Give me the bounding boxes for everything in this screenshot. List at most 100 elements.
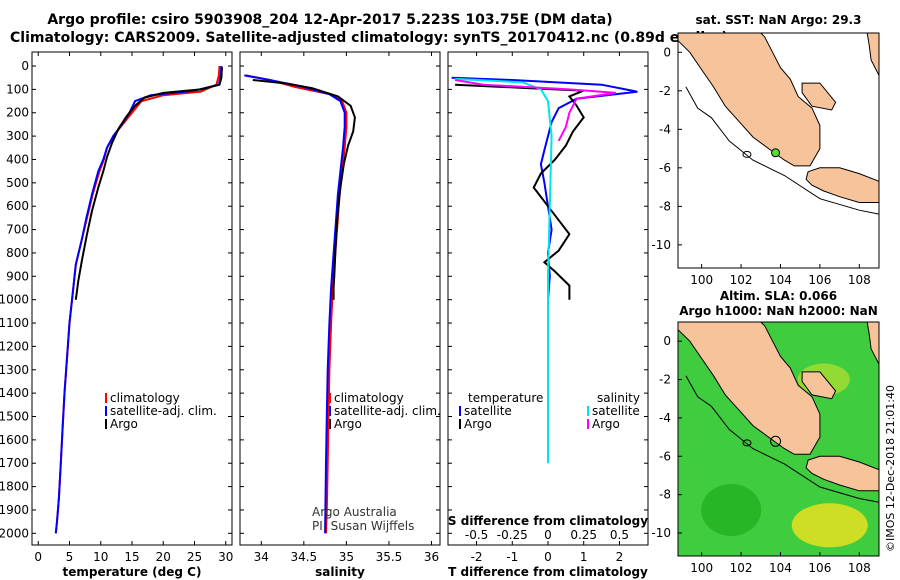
island-enggano — [742, 439, 752, 447]
x-tick-label: 34.5 — [290, 550, 317, 564]
x-axis-label: T difference from climatology — [448, 565, 648, 579]
java-land — [805, 455, 880, 492]
chart-title-line1: Argo profile: csiro 5903908_204 12-Apr-2… — [47, 12, 613, 28]
depth-tick-label: 600 — [6, 199, 29, 213]
depth-tick-label: 800 — [6, 246, 29, 260]
series-line-argo — [74, 67, 223, 300]
depth-tick-label: 1900 — [0, 503, 29, 517]
legend-diff-temp-label: satellite — [464, 404, 512, 418]
depth-tick-label: 700 — [6, 223, 29, 237]
map-y-tick-label: -6 — [659, 449, 671, 463]
x-tick-label: 0 — [34, 550, 42, 564]
legend-diff-temp-title: temperature — [468, 391, 543, 405]
depth-tick-label: 300 — [6, 129, 29, 143]
credit-line1: Argo Australia — [312, 505, 397, 519]
map-y-tick-label: -10 — [651, 526, 671, 540]
legend-sal-label: satellite-adj. clim. — [334, 404, 441, 418]
x-tick-label: 15 — [124, 550, 139, 564]
map-x-tick-label: 108 — [848, 561, 871, 575]
x-tick-label: 34 — [254, 550, 269, 564]
series-line-climatology — [245, 74, 348, 534]
sumatra-land — [677, 32, 821, 167]
x2-tick-label: -0.5 — [465, 528, 488, 542]
map-x-tick-label: 106 — [808, 561, 831, 575]
legend-temp-label: satellite-adj. clim. — [110, 404, 217, 418]
panel-frame-temperature — [31, 51, 233, 546]
map-y-tick-label: -2 — [659, 373, 671, 387]
x-tick-label: 2 — [616, 550, 624, 564]
series-line-salinity-satellite — [455, 77, 553, 464]
map-y-tick-label: -6 — [659, 161, 671, 175]
map-y-tick-label: 0 — [663, 334, 671, 348]
map-y-tick-label: -4 — [659, 122, 671, 136]
legend-diff-sal-label: satellite — [592, 404, 640, 418]
x-tick-label: 36 — [424, 550, 439, 564]
series-line-temperature-argo — [455, 83, 585, 300]
x-tick-label: 0 — [544, 550, 552, 564]
x-tick-label: 10 — [93, 550, 108, 564]
map-frame-1 — [677, 321, 880, 557]
x2-tick-label: -0.25 — [497, 528, 528, 542]
credit-line2: PI: Susan Wijffels — [312, 519, 414, 533]
map-y-tick-label: -2 — [659, 84, 671, 98]
map-y-tick-label: -8 — [659, 199, 671, 213]
map-y-tick-label: -10 — [651, 238, 671, 252]
depth-tick-label: 0 — [21, 59, 29, 73]
legend-diff-sal-title: salinity — [597, 391, 640, 405]
x-tick-label: -1 — [506, 550, 518, 564]
map-x-tick-label: 104 — [769, 273, 792, 287]
depth-tick-label: 1700 — [0, 456, 29, 470]
depth-tick-label: 1400 — [0, 386, 29, 400]
legend-sal-label: climatology — [334, 391, 404, 405]
legend-sal-label: Argo — [334, 417, 362, 431]
map-x-tick-label: 102 — [730, 273, 753, 287]
x-tick-label: -2 — [471, 550, 483, 564]
series-line-satellite-adj-clim- — [244, 74, 346, 534]
x-axis-label: temperature (deg C) — [63, 565, 202, 579]
map-x-tick-label: 106 — [808, 273, 831, 287]
series-line-climatology — [54, 65, 221, 534]
depth-tick-label: 200 — [6, 106, 29, 120]
map-x-tick-label: 102 — [730, 561, 753, 575]
chart-title-line2: Climatology: CARS2009. Satellite-adjuste… — [10, 30, 728, 46]
depth-tick-label: 1800 — [0, 480, 29, 494]
bathymetry-contour — [685, 375, 880, 503]
bangka-land — [801, 82, 837, 111]
depth-tick-label: 1200 — [0, 339, 29, 353]
map-title: Altim. SLA: 0.066 — [720, 289, 837, 303]
depth-tick-label: 2000 — [0, 526, 29, 540]
depth-tick-label: 1000 — [0, 293, 29, 307]
series-line-salinity-argo — [454, 79, 617, 142]
bathymetry-contour — [685, 86, 880, 215]
java-land — [805, 167, 880, 203]
map-y-tick-label: 0 — [663, 45, 671, 59]
x-axis-label: salinity — [315, 565, 365, 579]
legend-temp-label: climatology — [110, 391, 180, 405]
depth-tick-label: 500 — [6, 176, 29, 190]
map-y-tick-label: -4 — [659, 411, 671, 425]
depth-tick-label: 1100 — [0, 316, 29, 330]
depth-tick-label: 100 — [6, 82, 29, 96]
x-tick-label: 25 — [187, 550, 202, 564]
x-tick-label: 30 — [218, 550, 233, 564]
legend-diff-temp-label: Argo — [464, 417, 492, 431]
x-tick-label: 35.5 — [376, 550, 403, 564]
series-line-temperature-satellite — [451, 76, 638, 300]
series-line-satellite-adj-clim- — [54, 65, 223, 534]
legend-diff-sal-label: Argo — [592, 417, 620, 431]
x2-tick-label: 0 — [544, 528, 552, 542]
map-title2: Argo h1000: NaN h2000: NaN — [679, 304, 878, 318]
panel-frame-salinity — [239, 51, 441, 546]
x2-axis-label: S difference from climatology — [448, 514, 648, 528]
argo-float-marker — [770, 435, 782, 447]
x-tick-label: 20 — [156, 550, 171, 564]
depth-tick-label: 1500 — [0, 409, 29, 423]
map-frame-0 — [677, 32, 880, 269]
bangka-land — [801, 371, 837, 400]
depth-tick-label: 400 — [6, 152, 29, 166]
map-x-tick-label: 100 — [690, 561, 713, 575]
depth-tick-label: 1300 — [0, 363, 29, 377]
legend-temp-label: Argo — [110, 417, 138, 431]
map-title: sat. SST: NaN Argo: 29.3 — [696, 13, 862, 27]
